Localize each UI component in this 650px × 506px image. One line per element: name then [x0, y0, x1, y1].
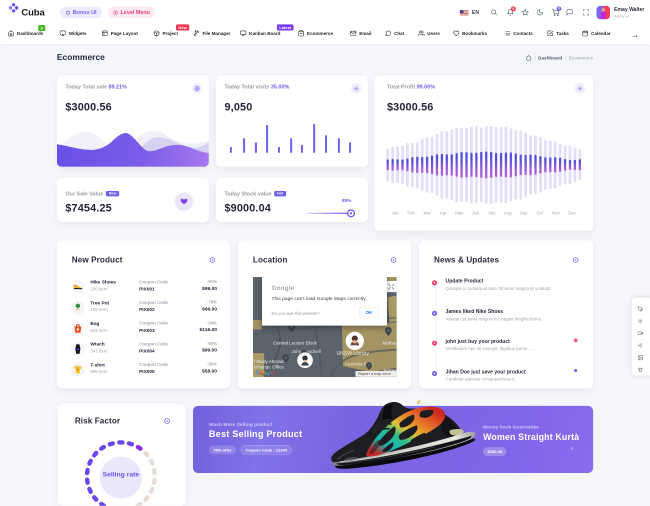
svg-text:Central Lecture Block: Central Lecture Block — [273, 341, 317, 346]
svg-text:f Study Abroad: f Study Abroad — [254, 359, 284, 364]
svg-text:Report a map error: Report a map error — [358, 371, 391, 376]
svg-text:UNSW Library: UNSW Library — [337, 351, 370, 357]
svg-text:e: e — [271, 370, 274, 376]
svg-text:Mathew: Mathew — [383, 341, 397, 346]
svg-text:xchange Office: xchange Office — [254, 365, 285, 370]
